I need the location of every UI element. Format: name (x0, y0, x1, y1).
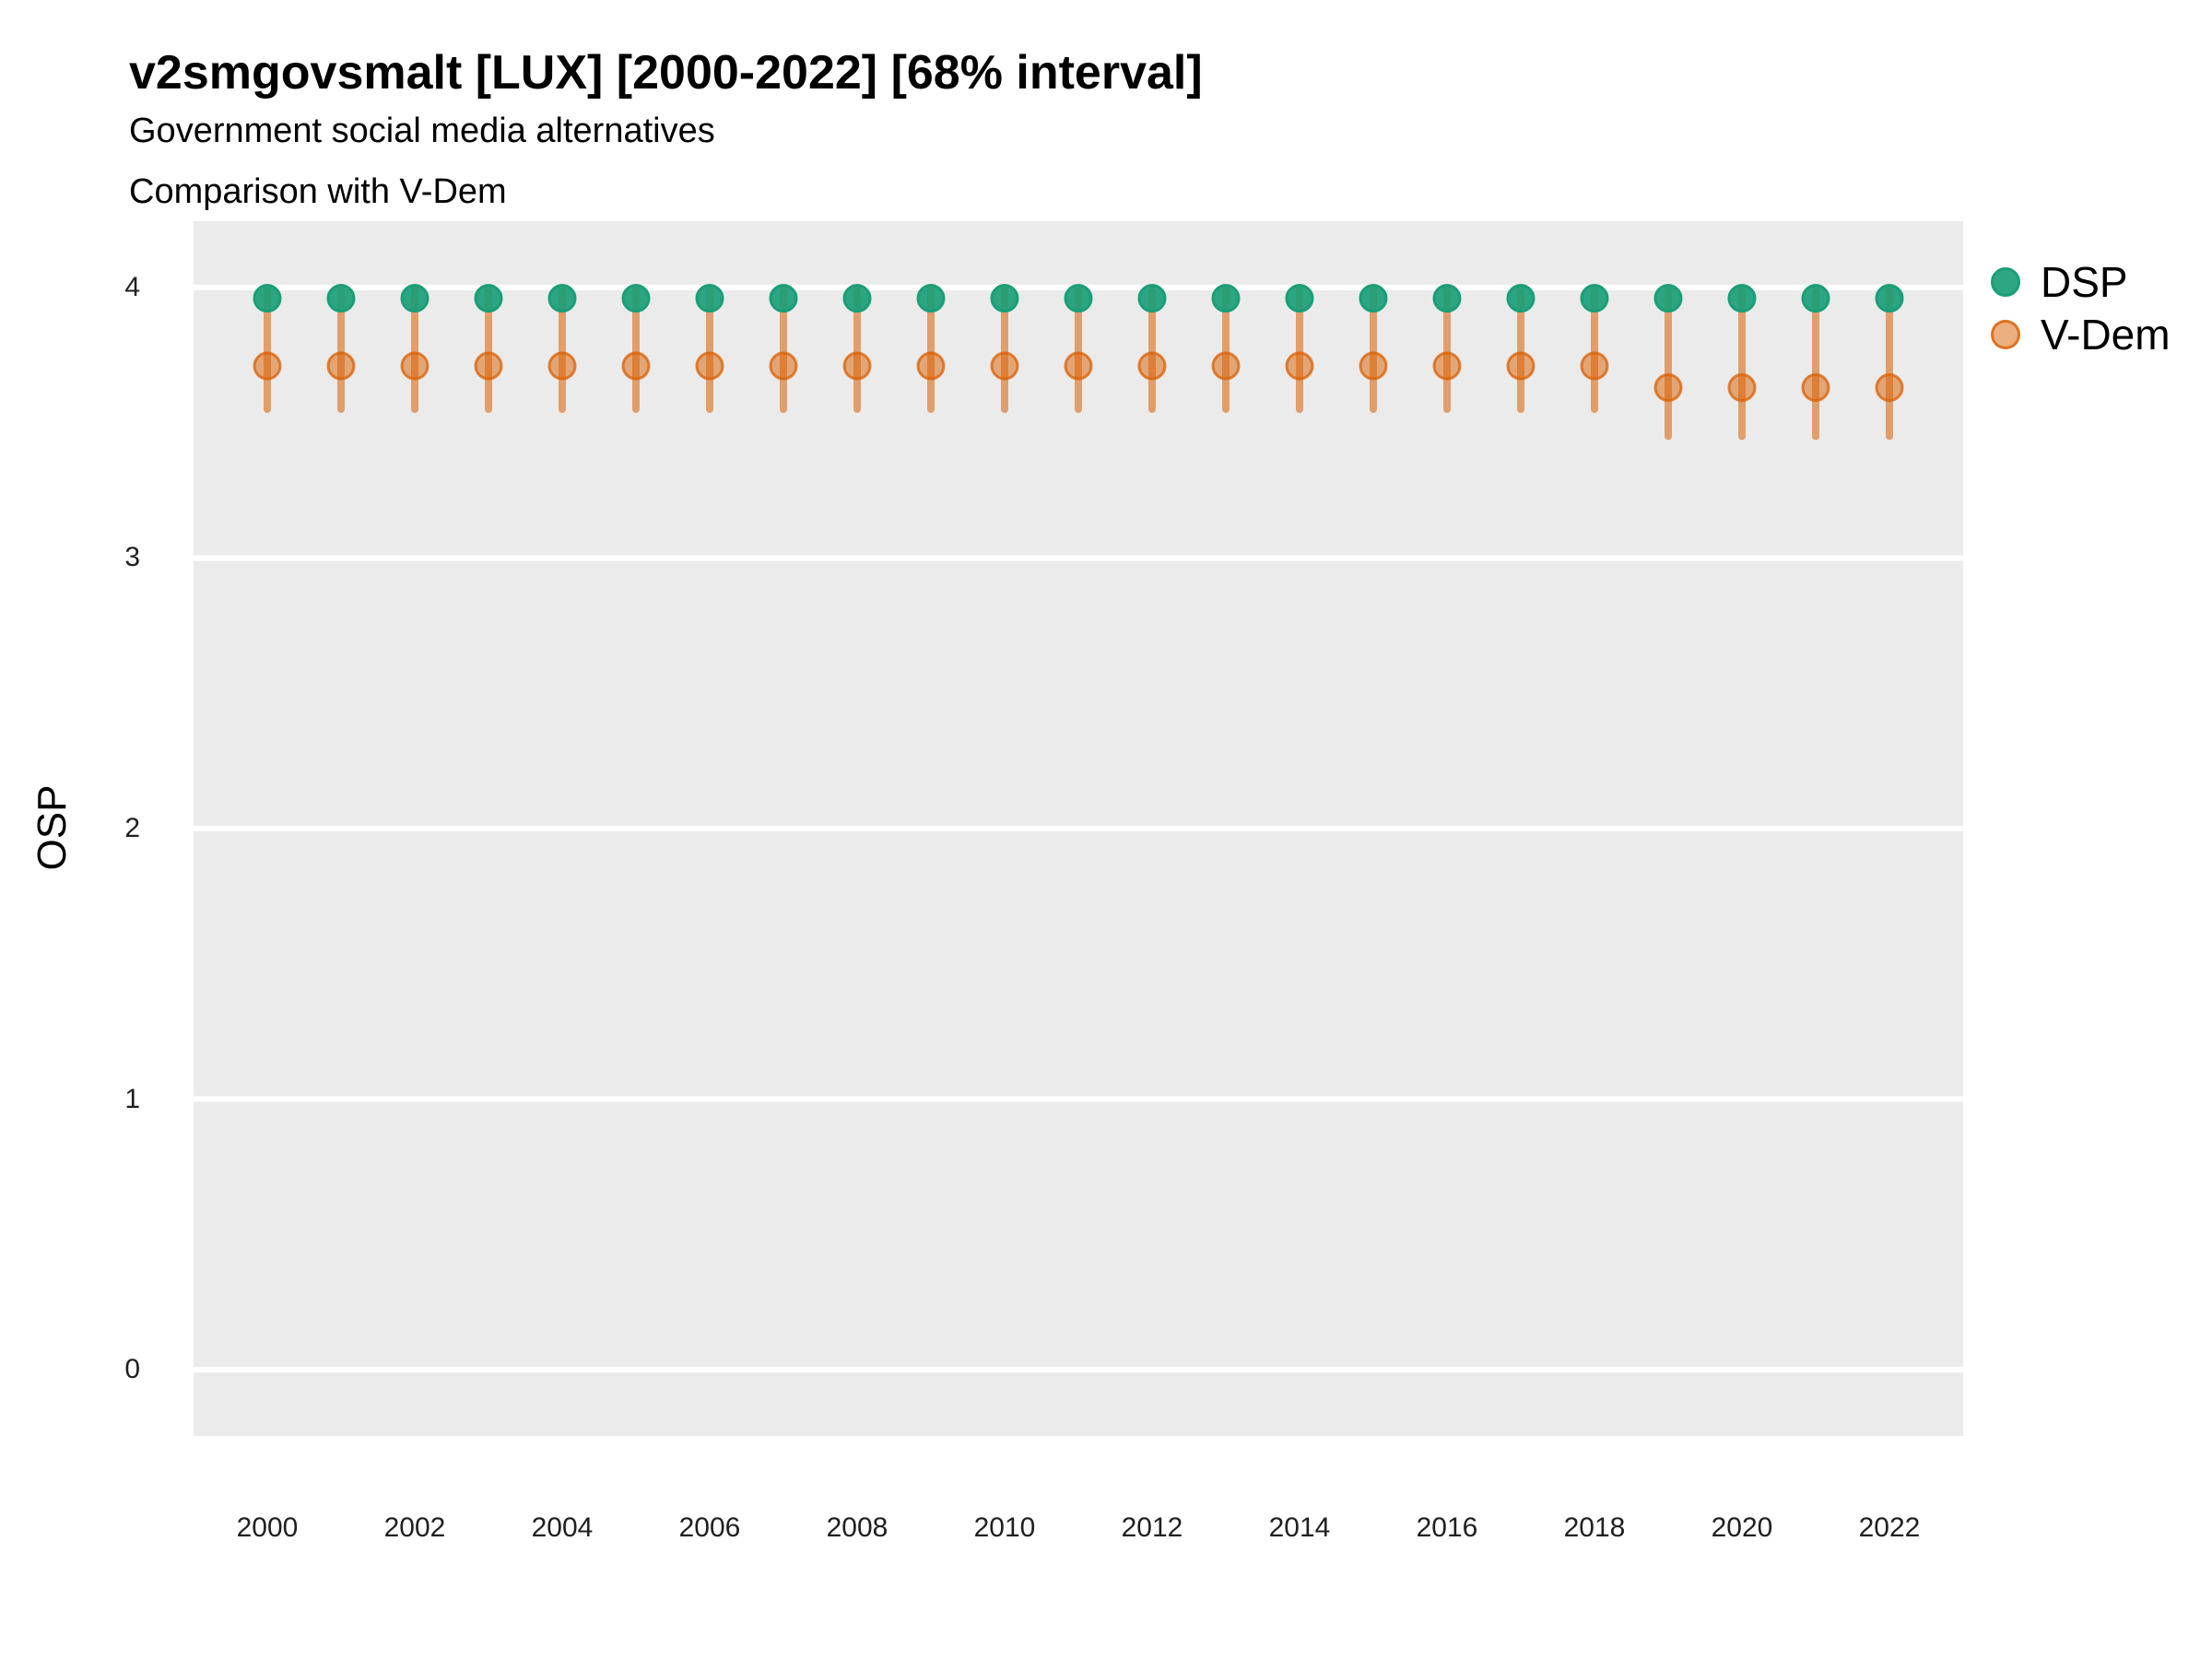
vdem-point-2008 (842, 351, 872, 381)
dsp-point-2018 (1580, 284, 1609, 313)
vdem-point-2014 (1285, 351, 1314, 381)
vdem-point-2006 (695, 351, 724, 381)
y-tick-label-4: 4 (124, 271, 140, 302)
dsp-point-2005 (621, 284, 651, 313)
x-tick-label-2004: 2004 (531, 1512, 594, 1543)
dsp-point-2006 (695, 284, 724, 313)
vdem-point-2010 (990, 351, 1019, 381)
dsp-point-2000 (253, 284, 282, 313)
dsp-point-2012 (1137, 284, 1167, 313)
vdem-point-2005 (621, 351, 651, 381)
dsp-point-2003 (474, 284, 503, 313)
plot-area (194, 283, 1963, 1373)
vdem-point-2019 (1653, 373, 1683, 403)
legend-dot-vdem (1991, 319, 2020, 349)
dsp-point-2011 (1064, 284, 1093, 313)
dsp-point-2013 (1211, 284, 1241, 313)
x-tick-label-2012: 2012 (1121, 1512, 1183, 1543)
x-tick-label-2016: 2016 (1416, 1512, 1478, 1543)
x-tick-label-2002: 2002 (383, 1512, 446, 1543)
vdem-point-2018 (1580, 351, 1609, 381)
vdem-point-2012 (1137, 351, 1167, 381)
dsp-point-2002 (400, 284, 429, 313)
vdem-point-2001 (326, 351, 356, 381)
vdem-point-2020 (1727, 373, 1757, 403)
x-tick-label-2000: 2000 (236, 1512, 299, 1543)
dsp-point-2001 (326, 284, 356, 313)
legend-item-vdem: V-Dem (1991, 308, 2171, 360)
dsp-point-2021 (1801, 284, 1830, 313)
dsp-point-2017 (1506, 284, 1535, 313)
y-tick-label-3: 3 (124, 542, 140, 573)
chart-subtitle-line1: Government social media alternatives (129, 112, 715, 150)
legend-item-dsp: DSP (1991, 255, 2171, 308)
vdem-point-2007 (769, 351, 798, 381)
dsp-point-2010 (990, 284, 1019, 313)
vdem-point-2015 (1359, 351, 1388, 381)
legend-label-dsp: DSP (2041, 257, 2128, 306)
chart-subtitle-line2: Comparison with V-Dem (129, 172, 507, 211)
x-tick-label-2014: 2014 (1268, 1512, 1331, 1543)
legend: DSP V-Dem (1991, 255, 2171, 360)
x-tick-label-2018: 2018 (1563, 1512, 1626, 1543)
dsp-point-2022 (1875, 284, 1904, 313)
dsp-point-2008 (842, 284, 872, 313)
dsp-point-2015 (1359, 284, 1388, 313)
legend-dot-dsp (1991, 266, 2020, 297)
vdem-point-2002 (400, 351, 429, 381)
x-tick-label-2022: 2022 (1858, 1512, 1921, 1543)
dsp-point-2020 (1727, 284, 1757, 313)
vdem-point-2016 (1432, 351, 1462, 381)
plot-panel (194, 221, 1963, 1436)
dsp-point-2014 (1285, 284, 1314, 313)
x-tick-label-2008: 2008 (826, 1512, 888, 1543)
vdem-point-2000 (253, 351, 282, 381)
x-tick-label-2010: 2010 (973, 1512, 1036, 1543)
vdem-point-2021 (1801, 373, 1830, 403)
y-tick-label-2: 2 (124, 813, 140, 843)
vdem-point-2017 (1506, 351, 1535, 381)
vdem-point-2011 (1064, 351, 1093, 381)
y-tick-label-1: 1 (124, 1083, 140, 1114)
legend-label-vdem: V-Dem (2041, 310, 2171, 359)
dsp-point-2019 (1653, 284, 1683, 313)
dsp-point-2009 (916, 284, 946, 313)
vdem-point-2013 (1211, 351, 1241, 381)
chart-title: v2smgovsmalt [LUX] [2000-2022] [68% inte… (129, 46, 1203, 100)
vdem-point-2004 (547, 351, 577, 381)
dsp-point-2016 (1432, 284, 1462, 313)
x-tick-label-2006: 2006 (678, 1512, 741, 1543)
x-tick-label-2020: 2020 (1711, 1512, 1773, 1543)
vdem-point-2009 (916, 351, 946, 381)
dsp-point-2007 (769, 284, 798, 313)
vdem-point-2003 (474, 351, 503, 381)
vdem-point-2022 (1875, 373, 1904, 403)
y-tick-label-0: 0 (124, 1354, 140, 1385)
dsp-point-2004 (547, 284, 577, 313)
